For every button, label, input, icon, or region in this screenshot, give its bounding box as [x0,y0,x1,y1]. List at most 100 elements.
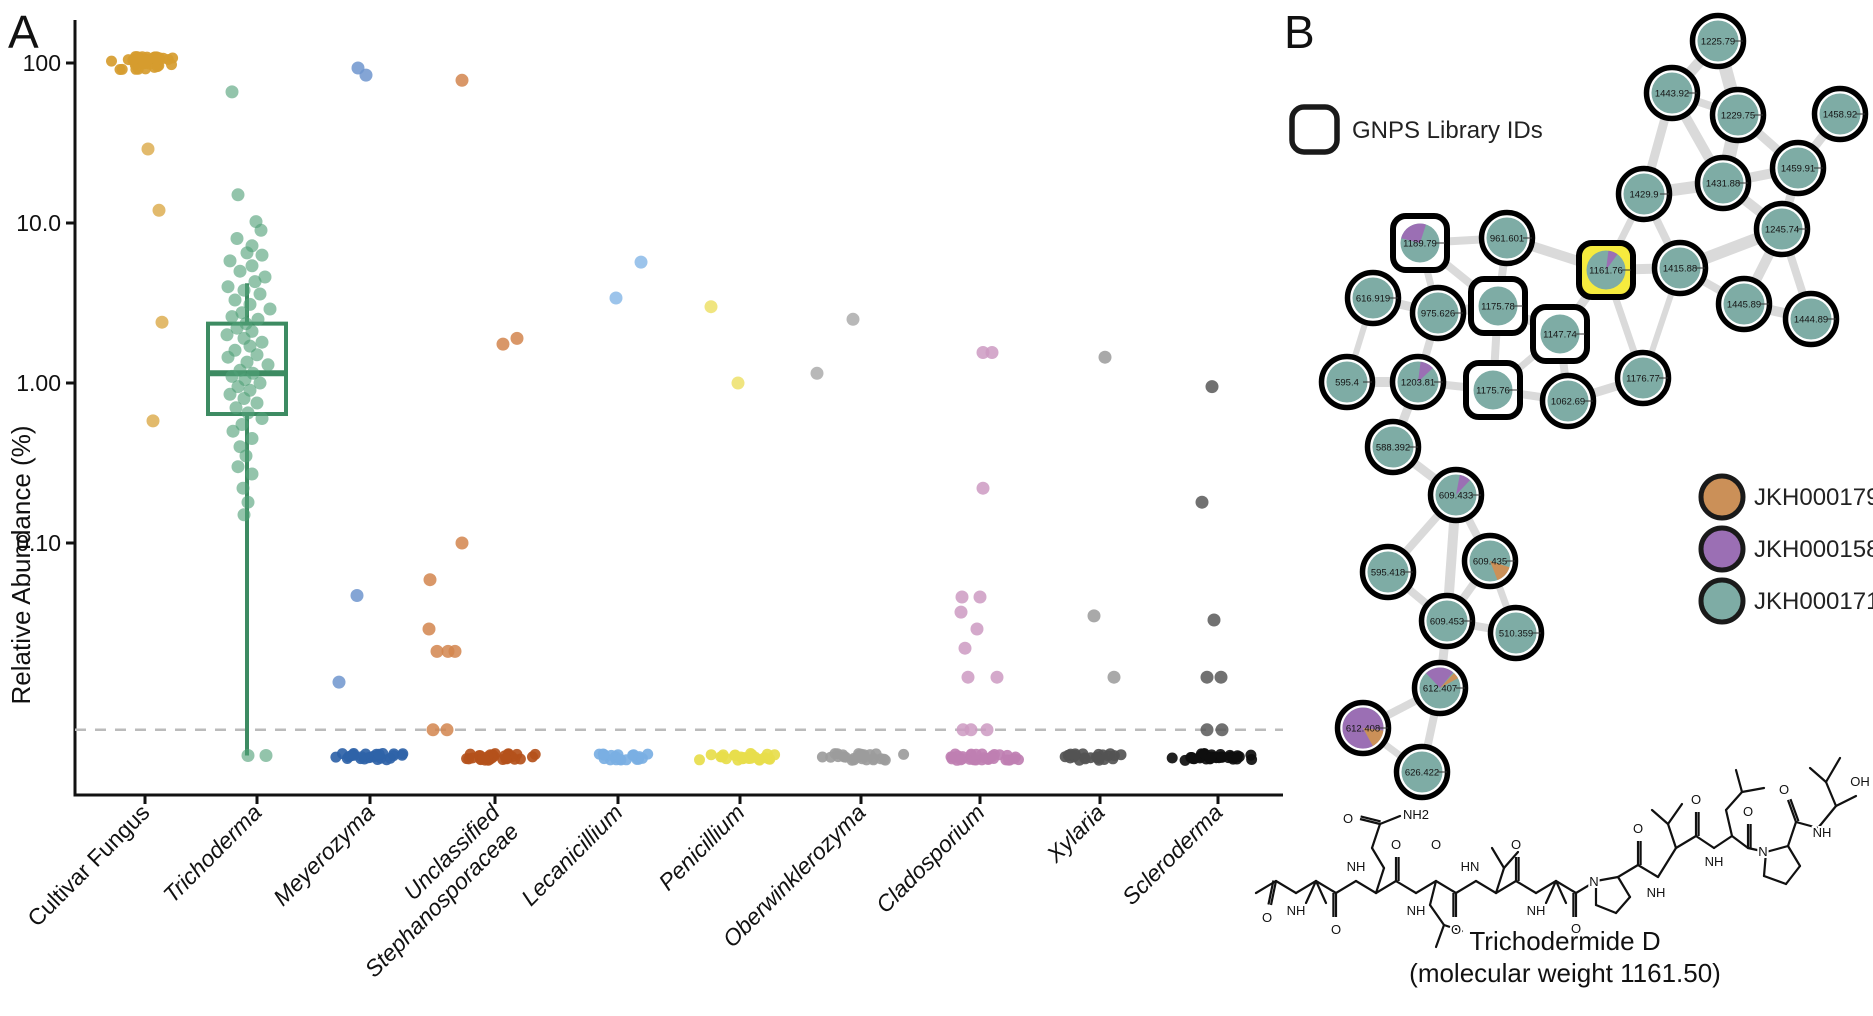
data-point [240,246,254,260]
data-point [467,752,478,764]
node-mz-label: 961.601 [1490,234,1524,245]
atom-label: NH [1813,825,1832,840]
data-point [237,283,251,297]
network-node: 1445.89 [1715,275,1773,333]
network-node: 609.453 [1418,592,1476,650]
bond [1656,846,1678,879]
node-mz-label: 1459.91 [1781,164,1815,175]
node-pie-base [1659,247,1701,289]
bond [1616,875,1632,899]
data-point [373,748,385,760]
y-tick-label: 0.10 [16,530,61,556]
bond [1442,923,1464,933]
data-point [1069,748,1081,760]
bond [1786,799,1798,823]
data-point [500,753,512,765]
data-point [1008,753,1020,765]
network-node: 961.601 [1478,209,1536,267]
gnps-square-icon [1289,104,1340,155]
bond [1616,863,1640,879]
network-node: 616.919 [1344,269,1402,327]
x-category-label: Penicillium [653,799,749,895]
strain-jkh000179-icon [1698,473,1746,521]
bond [1378,814,1402,826]
y-axis-label: Relative Abundance (%) [6,426,36,705]
bond [1789,798,1800,822]
node-mz-label: 1147.74 [1543,330,1577,341]
atom-label: O [1571,921,1581,936]
bond [1762,850,1768,878]
atom-label: N [1758,844,1767,859]
data-point [746,749,758,761]
data-point [1107,670,1121,684]
network-node: 626.422 [1393,743,1451,801]
atom-label: O [1633,821,1643,836]
node-pie-base [1622,357,1664,399]
network-node: 595.418 [1359,543,1417,601]
data-point [130,63,142,75]
node-mz-label: 1203.81 [1401,378,1435,389]
panel-b-molecular-network: 1225.79 1443.92 1229.75 1458.92 1459.91 1431.… [1254,12,1873,988]
data-point [510,331,524,345]
network-node: 1225.79 [1689,12,1747,70]
data-point [825,751,837,763]
data-point [455,73,469,87]
data-point [1090,751,1102,763]
data-point [255,412,269,425]
abundance-points [106,51,1258,766]
data-point [985,346,999,359]
data-point [628,749,640,761]
data-point [731,376,745,390]
bond [1808,766,1828,784]
bond [1502,850,1520,870]
network-node: 612.407 [1411,659,1469,717]
bond [1514,879,1538,895]
node-mz-label: 1229.75 [1721,111,1755,122]
data-point [230,232,244,245]
atom-label: NH [1407,903,1426,918]
bond [1354,879,1378,895]
atom-label: OH [1850,774,1870,789]
node-mz-label: 609.433 [1439,491,1473,502]
bond [1834,794,1858,808]
node-mz-label: 1062.69 [1551,397,1585,408]
data-point [225,85,239,99]
network-nodes: 1225.79 1443.92 1229.75 1458.92 1459.91 1431.… [1318,12,1869,801]
bond [1370,822,1382,850]
atom-label: NH [1647,885,1666,900]
node-pie-slice [1418,361,1433,382]
data-point [961,670,975,684]
network-node: 1147.74 [1530,304,1590,364]
node-mz-label: 609.453 [1430,617,1464,628]
node-pie-base [1723,283,1765,325]
node-pie-slice [1342,707,1384,749]
data-point [1204,752,1216,764]
data-point [261,358,275,372]
data-point [250,396,264,410]
node-pie-slice [1606,250,1618,270]
node-pie-base [1623,173,1665,215]
data-point [355,753,367,765]
network-node: 595.4 [1318,353,1376,411]
chemical-structure [1254,756,1858,949]
data-point [970,748,982,760]
data-point [970,622,984,636]
y-tick-labels: 100 10.0 1.00 0.10 [16,50,75,556]
bond [1666,822,1678,850]
bond [1274,879,1298,895]
bond [1360,815,1381,823]
node-mz-label: 510.359 [1499,629,1533,640]
data-point [388,748,400,760]
data-point [254,223,268,237]
bond [1554,879,1578,895]
network-node: 1176.77 [1614,349,1672,407]
data-point [976,481,990,495]
atom-label: NH [1287,903,1306,918]
x-category-label: Scleroderma [1117,799,1228,910]
bond [1374,866,1386,895]
data-point [423,573,437,587]
x-category-label: Xylaria [1041,799,1110,868]
data-point [527,751,538,763]
data-point [229,401,243,415]
axis-frame [73,20,1283,797]
